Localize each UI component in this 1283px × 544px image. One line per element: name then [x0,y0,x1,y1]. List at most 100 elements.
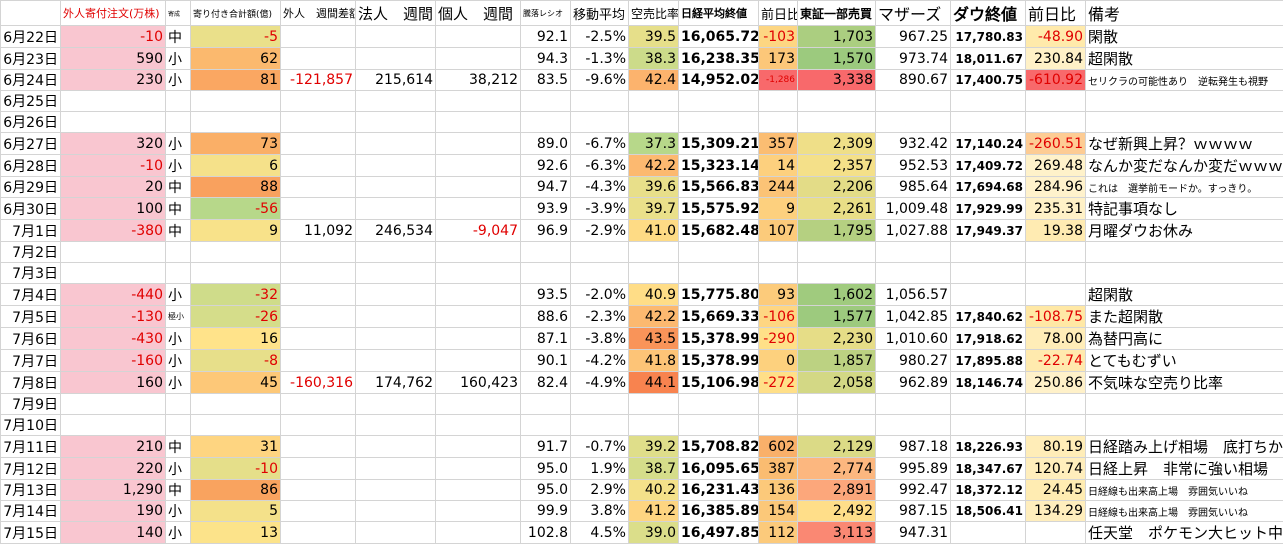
cell: 18,146.74 [951,372,1026,394]
column-header: 寄り付き合計額(億) [191,1,281,26]
cell: 92.1 [521,26,571,48]
cell [281,112,356,133]
cell [436,177,521,198]
cell [436,48,521,70]
cell: 78.00 [1026,328,1086,350]
cell: -10 [61,26,166,48]
cell [356,112,436,133]
cell: 14 [759,155,798,177]
cell: 73 [191,133,281,155]
row: 7月9日 [1,394,1283,415]
cell [436,458,521,480]
column-header: 東証一部売買 [798,1,876,26]
cell: 15,378.99 [679,350,759,372]
cell [1026,242,1086,263]
cell: 7月13日 [1,480,61,501]
cell: 18,226.93 [951,436,1026,458]
cell: 1,042.85 [876,306,951,328]
cell: 3.8% [571,501,629,522]
cell: 中 [166,198,191,220]
cell [876,91,951,112]
cell: 18,506.41 [951,501,1026,522]
cell: 173 [759,48,798,70]
cell [876,415,951,436]
cell [951,415,1026,436]
cell [876,112,951,133]
cell [679,394,759,415]
cell [356,177,436,198]
cell: 小 [166,522,191,544]
cell: 日経踏み上げ相場 底打ちか [1086,436,1283,458]
column-header: 個人 週間 [436,1,521,26]
cell: 83.5 [521,70,571,91]
cell [759,112,798,133]
cell [629,394,679,415]
cell [1026,394,1086,415]
column-header [1,1,61,26]
cell: なぜ新興上昇？ｗｗｗｗ [1086,133,1283,155]
cell: 95.0 [521,480,571,501]
cell [951,91,1026,112]
cell: -6.7% [571,133,629,155]
cell [281,91,356,112]
cell [191,91,281,112]
cell [1026,112,1086,133]
cell [281,350,356,372]
cell: 88 [191,177,281,198]
cell: -6.3% [571,155,629,177]
cell: 16,065.72 [679,26,759,48]
cell [571,242,629,263]
cell: 81 [191,70,281,91]
column-header: 移動平均 [571,1,629,26]
cell [1026,522,1086,544]
cell: 中 [166,480,191,501]
cell: 890.67 [876,70,951,91]
cell [1086,394,1283,415]
column-header: 外人寄付注文(万株) [61,1,166,26]
cell [571,415,629,436]
cell [166,394,191,415]
cell [61,242,166,263]
cell [356,306,436,328]
cell [436,394,521,415]
cell: 任天堂 ポケモン大ヒット中 [1086,522,1283,544]
cell [521,112,571,133]
cell: -22.74 [1026,350,1086,372]
cell: 小 [166,328,191,350]
cell: 92.6 [521,155,571,177]
cell: 17,949.37 [951,220,1026,242]
cell: 1,056.57 [876,284,951,306]
cell: 39.2 [629,436,679,458]
cell [281,48,356,70]
cell: 947.31 [876,522,951,544]
cell: 4.5% [571,522,629,544]
cell [1026,91,1086,112]
cell: 16,231.43 [679,480,759,501]
cell [1086,263,1283,284]
cell [281,458,356,480]
cell [798,394,876,415]
cell [571,91,629,112]
cell: -430 [61,328,166,350]
cell: 9 [191,220,281,242]
cell [356,458,436,480]
cell [356,415,436,436]
cell [798,415,876,436]
cell: 2,230 [798,328,876,350]
cell: 6 [191,155,281,177]
cell: 小 [166,458,191,480]
cell: 9 [759,198,798,220]
cell: 11,092 [281,220,356,242]
cell: -4.2% [571,350,629,372]
cell [951,263,1026,284]
cell [679,415,759,436]
cell: 952.53 [876,155,951,177]
cell [436,306,521,328]
cell [629,112,679,133]
cell [951,522,1026,544]
